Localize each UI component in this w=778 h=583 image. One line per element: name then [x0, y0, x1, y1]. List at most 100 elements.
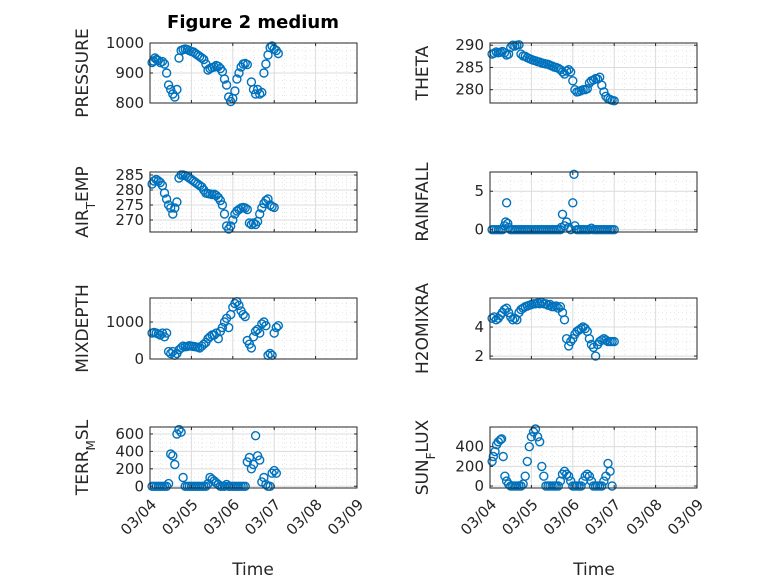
y-tick-label: 0: [474, 221, 484, 239]
y-axis-label-subscript: F: [424, 452, 438, 459]
data-point: [240, 481, 250, 491]
data-point: [174, 424, 184, 435]
data-point: [261, 321, 271, 331]
y-tick-label: 0: [474, 477, 484, 495]
y-axis-label-part: SL: [73, 419, 93, 440]
data-point: [490, 446, 500, 457]
data-point: [248, 218, 259, 228]
data-point: [165, 449, 176, 459]
data-point: [238, 309, 248, 320]
data-point: [242, 59, 253, 70]
y-tick-label: 270: [115, 211, 144, 229]
data-point: [259, 68, 269, 78]
y-tick-label: 285: [455, 58, 484, 76]
data-point: [257, 87, 267, 98]
x-tick-label: 03/07: [581, 496, 624, 539]
y-axis-label-part: LUX: [413, 419, 433, 452]
y-tick-label: 275: [115, 196, 144, 214]
y-tick-label: 280: [455, 81, 484, 99]
y-tick-label: 290: [455, 36, 484, 54]
data-point: [163, 80, 174, 90]
data-point: [599, 476, 609, 486]
data-point: [257, 203, 267, 213]
data-point: [584, 471, 595, 481]
y-axis-label-subscript: M: [84, 440, 98, 450]
data-point: [597, 80, 607, 90]
y-axis-label: AIRTEMP: [73, 166, 98, 237]
data-point: [165, 84, 176, 95]
data-point: [271, 468, 281, 478]
data-point: [267, 468, 277, 478]
y-tick-label: 285: [115, 166, 144, 184]
axes-frame: [149, 426, 358, 489]
data-point: [609, 336, 619, 347]
axes-frame: [149, 297, 358, 360]
y-tick-label: 1000: [106, 313, 144, 331]
data-point: [520, 471, 530, 481]
data-point: [590, 351, 601, 361]
data-point: [488, 451, 498, 462]
y-tick-label: 400: [455, 438, 484, 456]
data-point: [555, 302, 566, 312]
data-point: [161, 194, 172, 204]
x-tick-label: 03/04: [117, 496, 160, 539]
data-point: [219, 209, 230, 219]
data-point: [165, 203, 176, 213]
y-axis-label: SUNFLUX: [413, 419, 438, 495]
y-axis-label: THETA: [413, 45, 433, 101]
axes-6: 2 4 H2OMIXRA: [413, 283, 698, 374]
data-point: [561, 217, 572, 227]
data-point: [499, 48, 510, 58]
data-point: [514, 40, 524, 50]
axes-frame: [149, 171, 358, 233]
data-point: [564, 64, 574, 75]
data-point: [168, 209, 178, 219]
data-point: [217, 200, 228, 210]
data-point: [178, 472, 188, 483]
x-tick-label: 03/09: [324, 496, 367, 539]
data-point: [501, 198, 512, 208]
y-tick-label: 200: [115, 460, 144, 478]
data-point: [561, 66, 572, 76]
data-point: [487, 456, 497, 467]
data-point: [170, 203, 180, 213]
data-point: [225, 221, 236, 231]
data-point: [592, 74, 603, 84]
y-tick-label: 280: [115, 181, 144, 199]
data-point: [609, 96, 619, 106]
y-axis-label-part: AIR: [73, 209, 93, 238]
x-tick-label: 03/05: [498, 496, 541, 539]
data-point: [532, 432, 543, 442]
data-point: [263, 194, 273, 204]
data-point: [539, 471, 549, 481]
data-point: [155, 330, 166, 340]
data-point: [228, 215, 238, 225]
data-point: [566, 67, 576, 77]
data-point: [199, 54, 209, 65]
data-point: [255, 209, 265, 219]
axes-1: 800 900 1000 PRESSURE: [73, 28, 358, 118]
data-point: [582, 469, 592, 479]
data-point: [526, 432, 537, 442]
data-point: [609, 224, 619, 235]
data-point: [261, 59, 271, 69]
x-tick-label: 03/08: [283, 496, 326, 539]
data-point: [487, 313, 497, 323]
data-point: [582, 84, 592, 94]
data-point: [584, 334, 595, 344]
data-point: [271, 322, 281, 333]
data-point: [219, 74, 230, 84]
data-point: [607, 481, 617, 491]
data-point: [252, 451, 263, 461]
data-point: [242, 457, 253, 467]
data-point: [246, 464, 257, 474]
data-point: [255, 89, 265, 99]
x-tick-label: 03/06: [540, 496, 583, 539]
data-point: [161, 481, 172, 491]
data-point: [273, 321, 283, 331]
y-axis-label: TERRMSL: [73, 419, 98, 496]
figure-title: Figure 2 medium: [167, 12, 339, 33]
data-point: [576, 481, 586, 491]
